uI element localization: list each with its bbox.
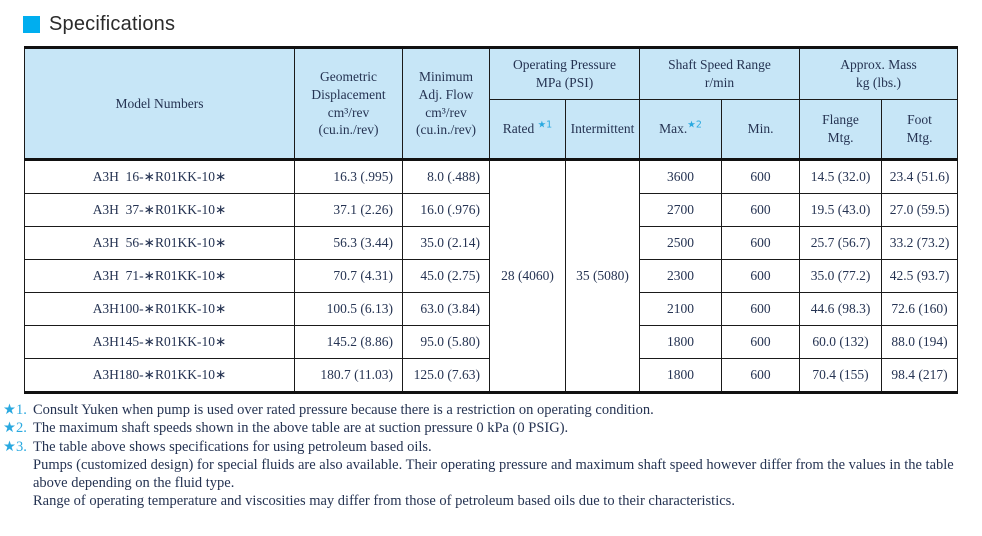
col-header-max: Max.★2 xyxy=(639,99,723,160)
min-speed-cell: 600 xyxy=(721,325,801,359)
flange-mass-cell: 14.5 (32.0) xyxy=(799,158,883,194)
foot-mass-cell: 42.5 (93.7) xyxy=(881,259,959,293)
footnote-ref-star2: ★2 xyxy=(687,119,702,131)
footnote-star1-marker: ★1. xyxy=(3,402,27,418)
footnote-2: ★2. The maximum shaft speeds shown in th… xyxy=(3,419,975,437)
min-speed-cell: 600 xyxy=(721,292,801,326)
max-speed-cell: 1800 xyxy=(639,325,723,359)
min-adj-flow-cell: 63.0 (3.84) xyxy=(402,292,490,326)
header-sub-row: Rated ★1 Intermittent Max.★2 Min. Flange… xyxy=(25,99,959,160)
col-header-intermittent: Intermittent xyxy=(564,99,641,160)
intermittent-pressure-cell: 35 (5080) xyxy=(564,158,641,393)
foot-mass-cell: 27.0 (59.5) xyxy=(881,193,959,227)
footnote-ref-star1: ★1 xyxy=(537,119,553,131)
max-label: Max. xyxy=(659,121,688,137)
min-speed-cell: 600 xyxy=(721,193,801,227)
min-adj-flow-cell: 8.0 (.488) xyxy=(402,158,490,194)
table-row: A3H 16-∗R01KK-10∗ 16.3 (.995) 8.0 (.488)… xyxy=(24,158,959,393)
footnote-3-line2: Pumps (customized design) for special fl… xyxy=(33,456,954,492)
table-row: A3H100-∗R01KK-10∗ 100.5 (6.13) 63.0 (3.8… xyxy=(24,292,959,326)
flange-mass-cell: 70.4 (155) xyxy=(799,358,883,393)
foot-mass-cell: 72.6 (160) xyxy=(881,292,959,326)
flange-mass-cell: 25.7 (56.7) xyxy=(799,226,883,260)
footnote-3-text: The table above shows specifications for… xyxy=(33,438,975,511)
section-header: Specifications xyxy=(23,13,982,36)
max-speed-cell: 2300 xyxy=(639,259,723,293)
col-header-geometric-displacement: Geometric Displacement cm³/rev (cu.in./r… xyxy=(294,47,403,160)
geometric-displacement-cell: 56.3 (3.44) xyxy=(294,226,403,260)
max-speed-cell: 2500 xyxy=(639,226,723,260)
geometric-displacement-cell: 16.3 (.995) xyxy=(294,158,403,194)
rated-label: Rated xyxy=(502,121,538,137)
geometric-displacement-cell: 145.2 (8.86) xyxy=(294,325,403,359)
flange-mass-cell: 44.6 (98.3) xyxy=(799,292,883,326)
table-row: A3H 71-∗R01KK-10∗ 70.7 (4.31) 45.0 (2.75… xyxy=(24,259,959,293)
footnotes: ★1. Consult Yuken when pump is used over… xyxy=(3,401,975,511)
flange-mass-cell: 19.5 (43.0) xyxy=(799,193,883,227)
flange-mass-cell: 35.0 (77.2) xyxy=(799,259,883,293)
col-header-flange-mtg: Flange Mtg. xyxy=(799,99,883,160)
footnote-1-text: Consult Yuken when pump is used over rat… xyxy=(33,402,654,418)
min-speed-cell: 600 xyxy=(721,259,801,293)
min-adj-flow-cell: 45.0 (2.75) xyxy=(402,259,490,293)
flange-mass-cell: 60.0 (132) xyxy=(799,325,883,359)
model-cell: A3H180-∗R01KK-10∗ xyxy=(24,358,295,393)
col-header-minimum-adj-flow: Minimum Adj. Flow cm³/rev (cu.in./rev) xyxy=(402,47,490,160)
min-adj-flow-cell: 35.0 (2.14) xyxy=(402,226,490,260)
col-group-shaft-speed-range: Shaft Speed Range r/min xyxy=(639,47,801,100)
table-row: A3H180-∗R01KK-10∗ 180.7 (11.03) 125.0 (7… xyxy=(24,358,959,393)
geometric-displacement-cell: 180.7 (11.03) xyxy=(294,358,403,393)
footnote-star2-marker: ★2. xyxy=(3,420,27,437)
model-cell: A3H 16-∗R01KK-10∗ xyxy=(24,158,295,194)
col-header-model-numbers: Model Numbers xyxy=(24,47,295,160)
page-title: Specifications xyxy=(49,13,176,35)
footnote-3: ★3. The table above shows specifications… xyxy=(3,438,975,511)
col-header-min: Min. xyxy=(721,99,801,160)
model-cell: A3H 71-∗R01KK-10∗ xyxy=(24,259,295,293)
min-adj-flow-cell: 95.0 (5.80) xyxy=(402,325,490,359)
max-speed-cell: 1800 xyxy=(639,358,723,393)
min-speed-cell: 600 xyxy=(721,158,801,194)
foot-mass-cell: 98.4 (217) xyxy=(881,358,959,393)
footnote-3-line3: Range of operating temperature and visco… xyxy=(33,493,735,510)
footnote-3-line1: The table above shows specifications for… xyxy=(33,438,432,455)
model-cell: A3H145-∗R01KK-10∗ xyxy=(24,325,295,359)
col-group-approx-mass: Approx. Mass kg (lbs.) xyxy=(799,47,959,100)
max-speed-cell: 2700 xyxy=(639,193,723,227)
foot-mass-cell: 23.4 (51.6) xyxy=(881,158,959,194)
col-header-rated: Rated ★1 xyxy=(489,99,566,160)
min-speed-cell: 600 xyxy=(721,358,801,393)
geometric-displacement-cell: 100.5 (6.13) xyxy=(294,292,403,326)
specifications-table: Model Numbers Geometric Displacement cm³… xyxy=(24,46,959,394)
foot-mass-cell: 88.0 (194) xyxy=(881,325,959,359)
footnote-star3-marker: ★3. xyxy=(3,438,27,455)
max-speed-cell: 3600 xyxy=(639,158,723,194)
geometric-displacement-cell: 37.1 (2.26) xyxy=(294,193,403,227)
col-group-operating-pressure: Operating Pressure MPa (PSI) xyxy=(488,47,641,100)
col-header-foot-mtg: Foot Mtg. xyxy=(881,99,959,160)
min-speed-cell: 600 xyxy=(721,226,801,260)
table-row: A3H 56-∗R01KK-10∗ 56.3 (3.44) 35.0 (2.14… xyxy=(24,226,959,260)
model-cell: A3H 37-∗R01KK-10∗ xyxy=(24,193,295,227)
table-row: A3H145-∗R01KK-10∗ 145.2 (8.86) 95.0 (5.8… xyxy=(24,325,959,359)
footnote-2-text: The maximum shaft speeds shown in the ab… xyxy=(33,420,569,437)
footnote-1: ★1. Consult Yuken when pump is used over… xyxy=(3,401,975,419)
max-speed-cell: 2100 xyxy=(639,292,723,326)
min-adj-flow-cell: 16.0 (.976) xyxy=(402,193,490,227)
foot-mass-cell: 33.2 (73.2) xyxy=(881,226,959,260)
table-row: A3H 37-∗R01KK-10∗ 37.1 (2.26) 16.0 (.976… xyxy=(24,193,959,227)
model-cell: A3H 56-∗R01KK-10∗ xyxy=(24,226,295,260)
min-adj-flow-cell: 125.0 (7.63) xyxy=(402,358,490,393)
section-marker-icon xyxy=(23,16,40,33)
header-group-row: Model Numbers Geometric Displacement cm³… xyxy=(24,47,959,160)
model-cell: A3H100-∗R01KK-10∗ xyxy=(24,292,295,326)
geometric-displacement-cell: 70.7 (4.31) xyxy=(294,259,403,293)
rated-pressure-cell: 28 (4060) xyxy=(489,158,566,393)
